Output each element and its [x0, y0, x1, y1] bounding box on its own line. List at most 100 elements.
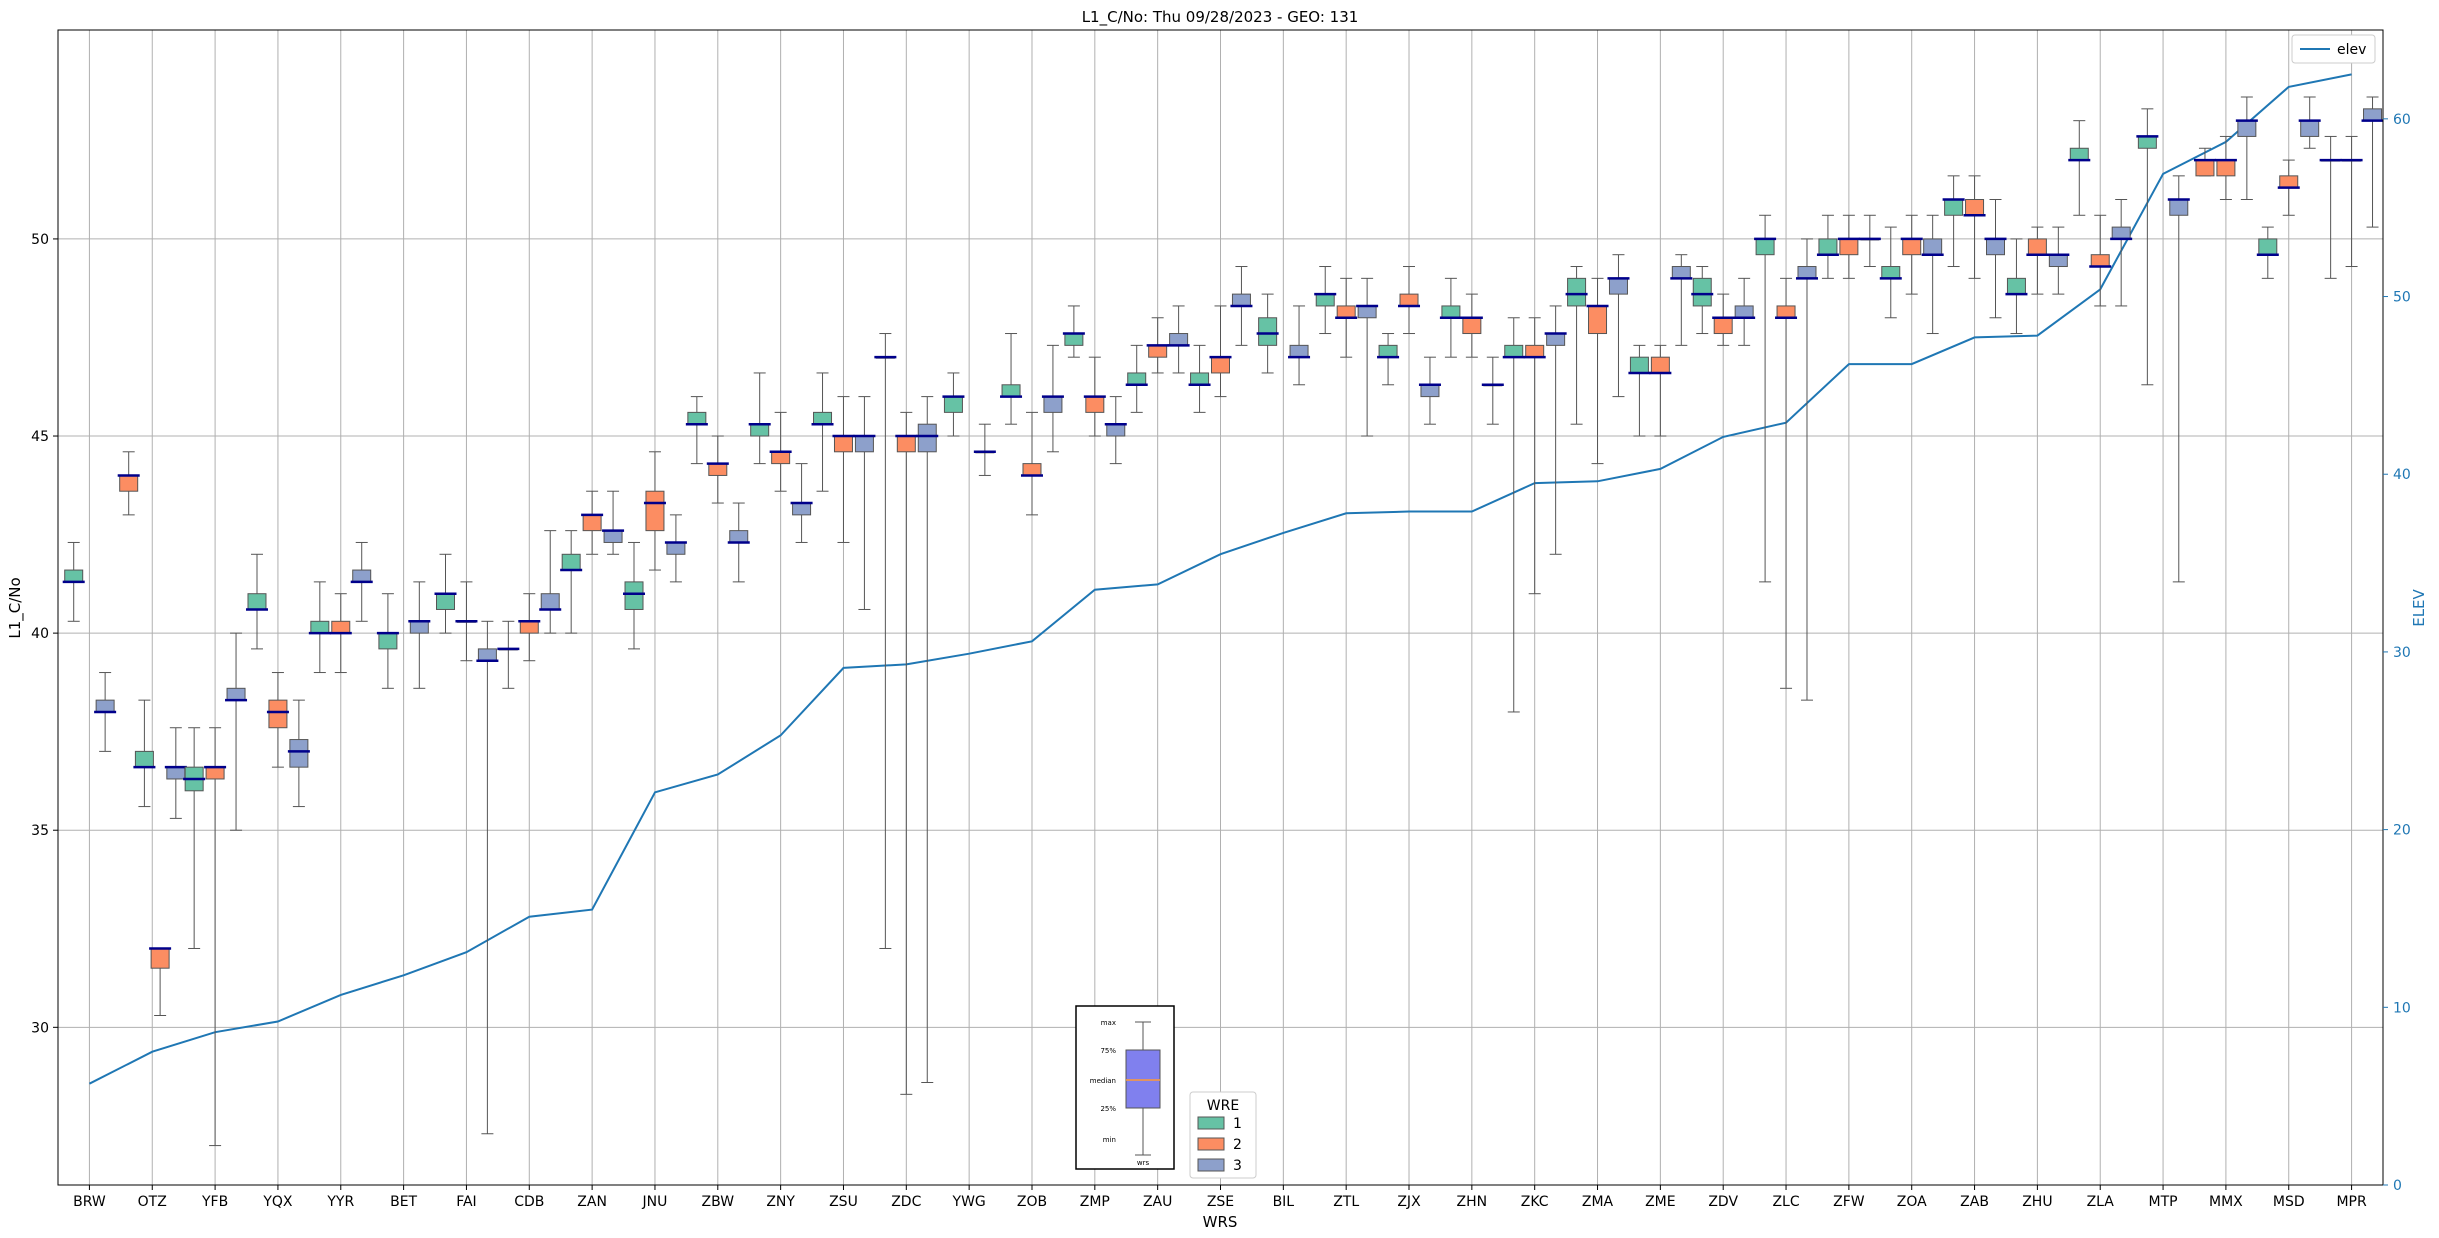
elev-legend-frame — [2291, 34, 2376, 64]
box-body — [2027, 238, 2047, 256]
box-body — [896, 435, 916, 453]
box-body — [1776, 305, 1796, 319]
box-wre-2 — [1335, 277, 1358, 358]
box-wre-3 — [2235, 96, 2258, 201]
wre-legend-swatch-3 — [1197, 1158, 1225, 1172]
box-wre-2 — [1020, 411, 1043, 516]
inset-label-max: max — [1101, 1019, 1116, 1027]
x-tick-label: ZSE — [1207, 1194, 1234, 1210]
box-body — [247, 593, 267, 610]
box-wre-1 — [1879, 226, 1902, 319]
box-body — [1713, 317, 1733, 335]
box-wre-1 — [245, 553, 268, 650]
box-body — [1567, 277, 1587, 307]
box-wre-3 — [1607, 254, 1630, 398]
box-wre-1 — [1502, 317, 1525, 713]
box-body — [1211, 356, 1230, 374]
box-wre-2 — [1586, 277, 1609, 465]
box-wre-3 — [1733, 277, 1756, 346]
box-body — [289, 739, 309, 768]
box-body — [1818, 238, 1838, 256]
box-body — [2195, 159, 2215, 177]
box-body — [1944, 199, 1964, 216]
box-wre-1 — [874, 333, 897, 949]
box-body — [943, 396, 963, 413]
box-wre-2 — [2277, 159, 2300, 216]
x-tick-label: YQX — [262, 1194, 293, 1210]
box-wre-3 — [973, 423, 996, 476]
box-wre-1 — [376, 593, 399, 689]
x-tick-label: ZLA — [2087, 1194, 2115, 1210]
box-wre-3 — [1356, 277, 1379, 437]
x-tick-label: JNU — [642, 1194, 668, 1210]
x-tick-label: ZAB — [1960, 1194, 1989, 1210]
x-axis-label: WRS — [1203, 1213, 1238, 1231]
box-body — [2069, 147, 2089, 161]
box-wre-1 — [1314, 266, 1337, 335]
box-body — [582, 514, 602, 532]
x-tick-label: BRW — [73, 1194, 106, 1210]
box-wre-1 — [748, 372, 771, 465]
box-body — [1986, 238, 2005, 256]
box-body — [1231, 293, 1251, 307]
x-tick-label: ZSU — [829, 1194, 858, 1210]
box-body — [1258, 317, 1278, 346]
box-body — [1420, 384, 1440, 398]
box-body — [687, 411, 707, 425]
x-tick-label: MMX — [2209, 1194, 2243, 1210]
box-wre-1 — [1565, 266, 1588, 425]
box-body — [2090, 254, 2110, 268]
x-tick-label: YFB — [201, 1194, 228, 1210]
box-body — [1022, 463, 1042, 476]
box-body — [561, 553, 581, 571]
box-wre-2 — [643, 451, 666, 571]
box-body — [378, 632, 398, 650]
box-wre-3 — [2298, 96, 2321, 149]
x-tick-label: ZDC — [891, 1194, 921, 1210]
box-wre-1 — [1125, 344, 1148, 413]
elev-legend-label: elev — [2337, 42, 2366, 58]
inset-label-min: min — [1103, 1136, 1116, 1144]
x-tick-label: ZMA — [1582, 1194, 1614, 1210]
box-wre-1 — [1816, 214, 1839, 279]
box-wre-3 — [287, 699, 310, 808]
box-wre-1 — [1000, 333, 1023, 425]
y2-tick-label: 10 — [2393, 1000, 2411, 1016]
box-wre-3 — [497, 620, 520, 689]
x-tick-label: ZJX — [1397, 1194, 1421, 1210]
box-wre-2 — [2340, 135, 2363, 268]
box-wre-2 — [1460, 293, 1483, 358]
box-wre-2 — [518, 593, 541, 662]
box-wre-3 — [916, 396, 939, 1084]
box-wre-2 — [117, 451, 140, 516]
box-wre-3 — [1418, 356, 1441, 425]
box-wre-3 — [2047, 226, 2070, 295]
box-body — [1127, 372, 1147, 386]
box-body — [1336, 305, 1356, 319]
box-wre-2 — [204, 727, 227, 1147]
box-wre-3 — [853, 396, 876, 610]
box-body — [1608, 277, 1628, 295]
box-body — [792, 502, 812, 516]
box-wre-3 — [1670, 254, 1693, 346]
box-body — [519, 620, 539, 634]
box-body — [409, 620, 429, 634]
box-body — [1650, 356, 1670, 374]
box-body — [1148, 344, 1168, 358]
box-wre-1 — [1691, 266, 1714, 335]
x-tick-label: ZLC — [1772, 1194, 1799, 1210]
box-body — [603, 530, 623, 543]
box-wre-2 — [2193, 147, 2216, 177]
y2-tick-label: 30 — [2393, 645, 2411, 661]
box-body — [205, 766, 225, 780]
x-tick-label: OTZ — [138, 1194, 167, 1210]
box-body — [2237, 120, 2257, 137]
elev-series — [88, 73, 2352, 1085]
box-wre-2 — [1900, 214, 1923, 295]
box-body — [1190, 372, 1210, 386]
box-wre-2 — [455, 581, 478, 662]
box-body — [2137, 135, 2157, 149]
box-wre-3 — [727, 502, 750, 583]
x-tick-label: ZFW — [1833, 1194, 1865, 1210]
box-body — [2111, 226, 2131, 240]
